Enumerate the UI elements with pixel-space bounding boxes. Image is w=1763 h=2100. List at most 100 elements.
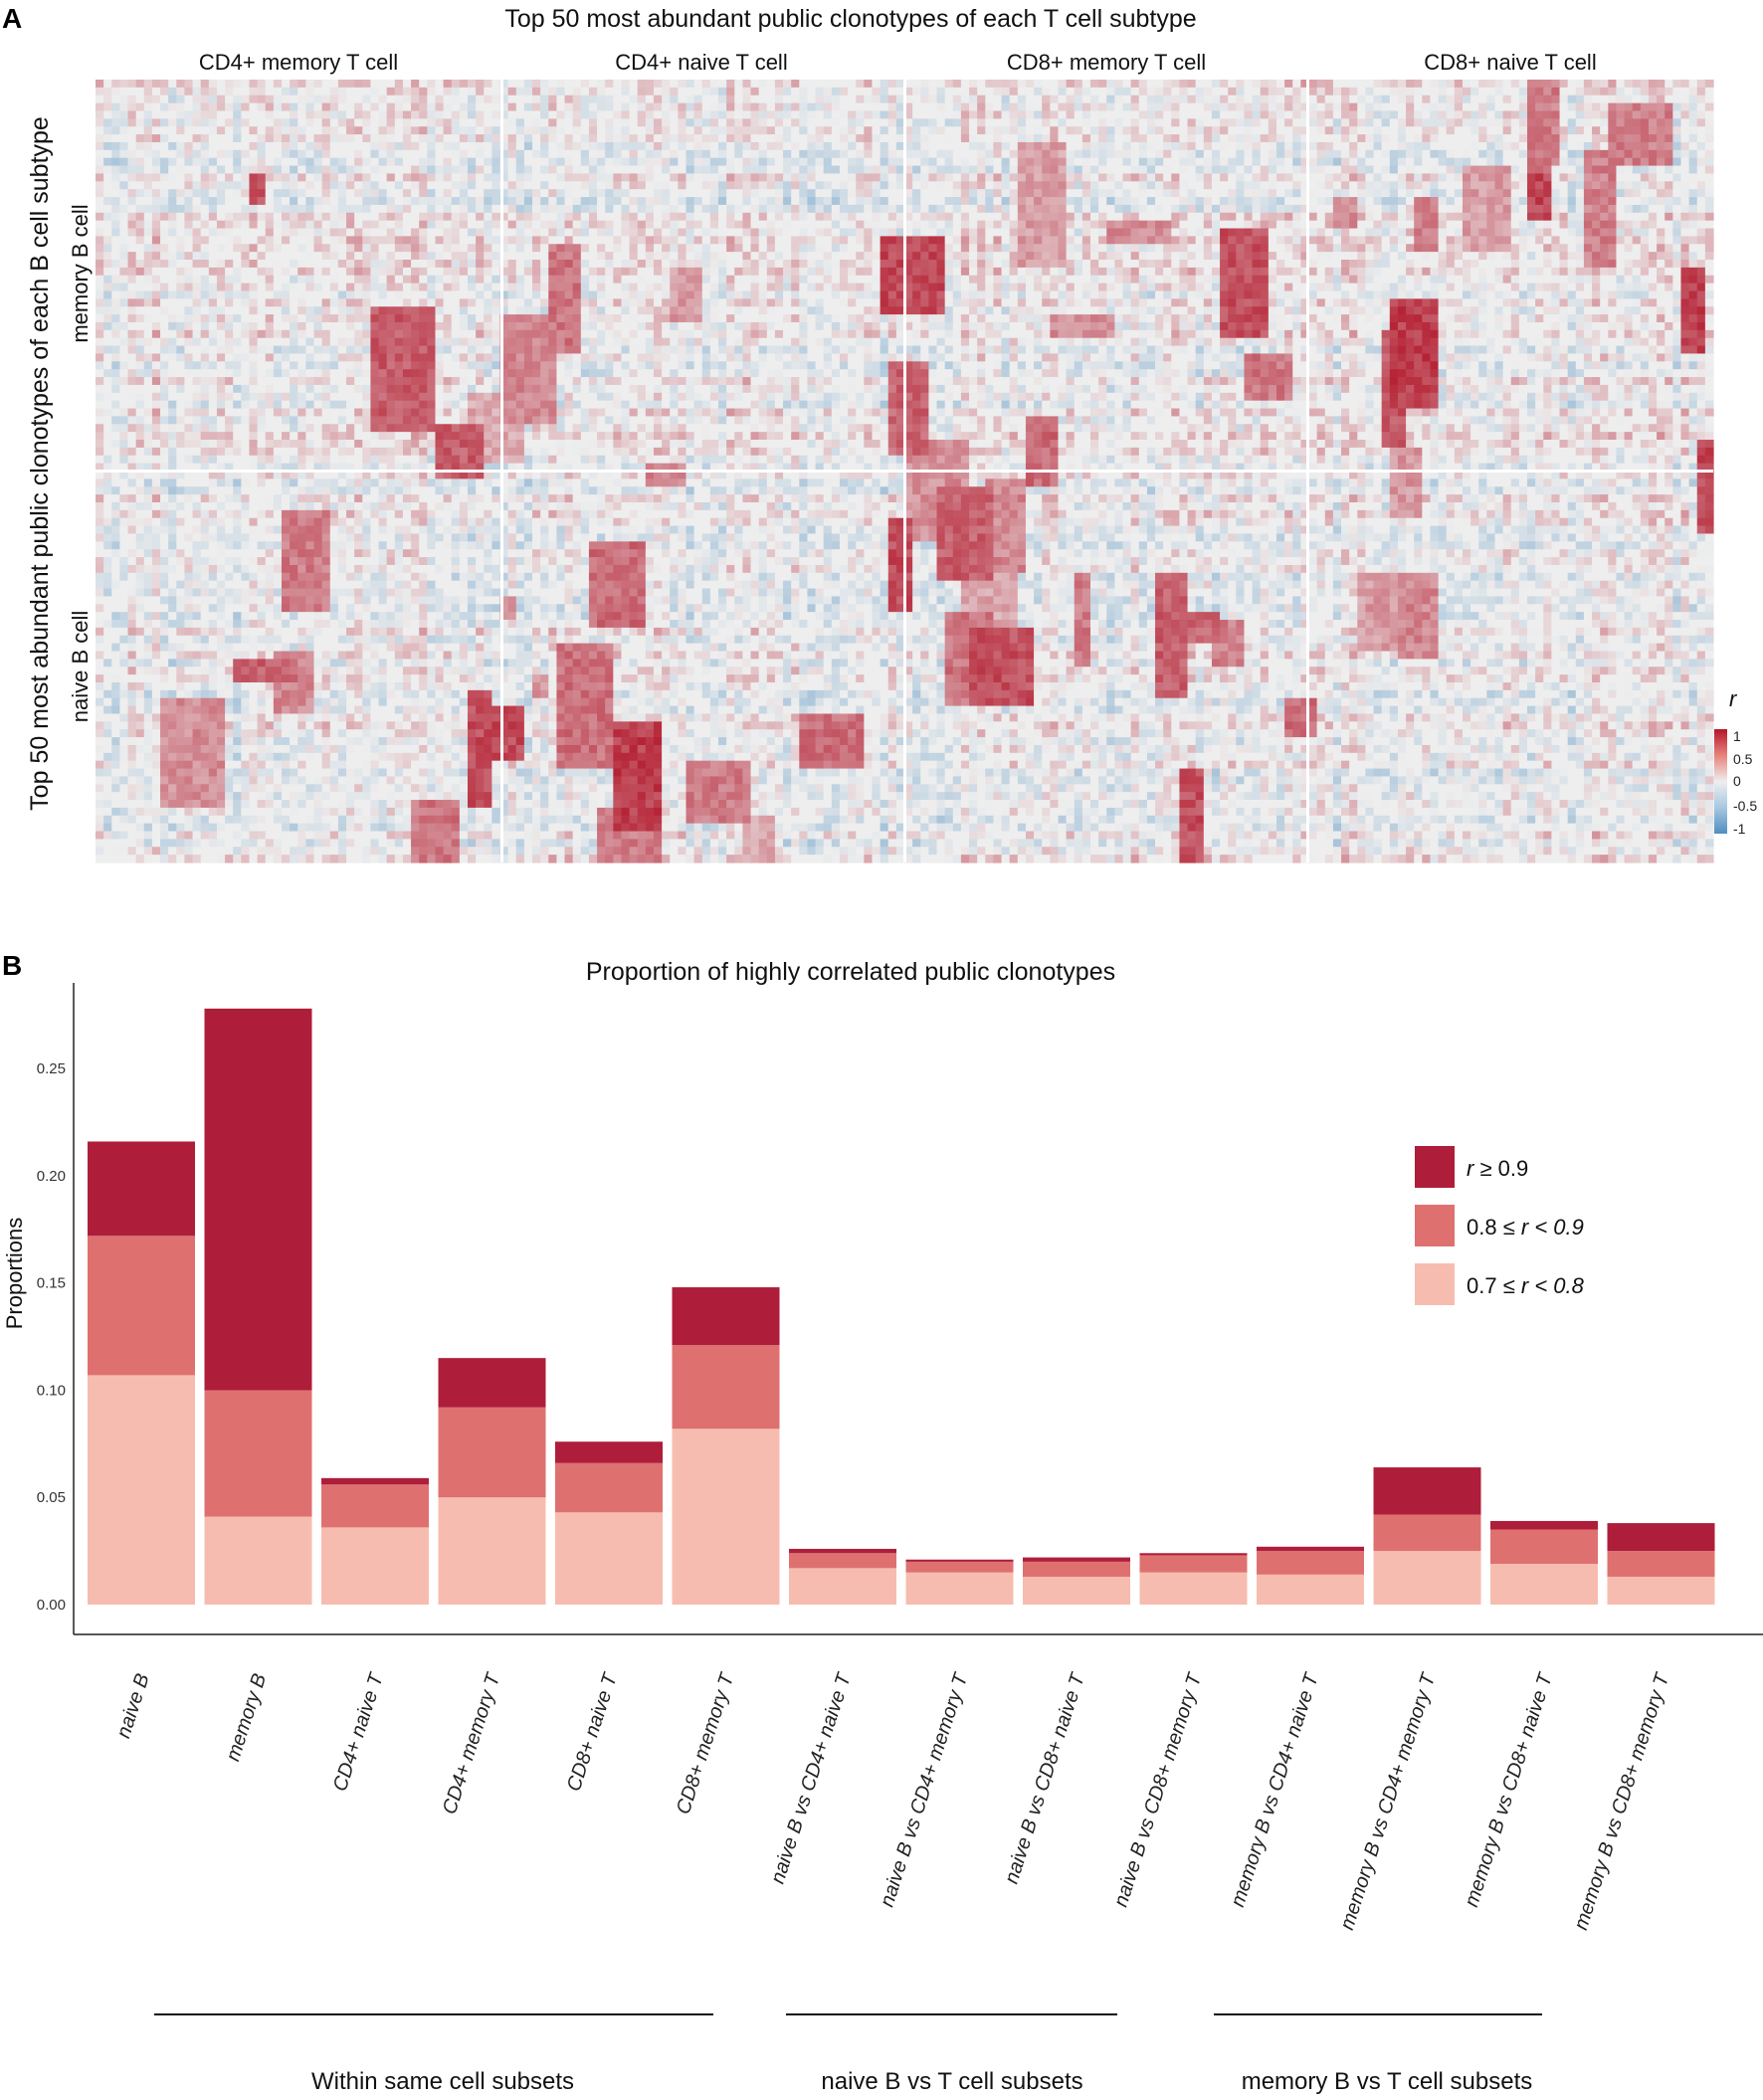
- heatmap-cell: [1171, 267, 1181, 277]
- heatmap-cell: [1195, 181, 1205, 190]
- heatmap-cell: [1381, 95, 1391, 104]
- heatmap-cell: [1397, 260, 1407, 269]
- heatmap-cell: [693, 197, 703, 206]
- heatmap-cell: [135, 173, 145, 182]
- heatmap-cell: [467, 189, 477, 198]
- heatmap-cell: [1688, 197, 1698, 206]
- heatmap-cell: [1446, 165, 1456, 175]
- heatmap-cell: [1260, 236, 1270, 245]
- heatmap-cell: [1494, 95, 1504, 104]
- heatmap-cell: [920, 236, 929, 245]
- heatmap-cell: [1341, 134, 1350, 143]
- heatmap-cell: [1284, 149, 1293, 159]
- heatmap-cell: [1122, 110, 1132, 119]
- heatmap-cell: [718, 102, 727, 112]
- heatmap-cell: [216, 197, 226, 206]
- heatmap-cell: [346, 244, 355, 253]
- heatmap-cell: [670, 157, 679, 167]
- heatmap-cell: [1608, 95, 1618, 104]
- heatmap-cell: [1592, 95, 1601, 104]
- heatmap-cell: [484, 165, 492, 175]
- heatmap-cell: [1640, 157, 1650, 167]
- heatmap-cell: [96, 157, 104, 167]
- heatmap-cell: [484, 197, 492, 206]
- heatmap-cell: [443, 134, 453, 143]
- heatmap-cell: [1430, 80, 1440, 89]
- heatmap-cell: [386, 87, 396, 96]
- heatmap-cell: [807, 80, 817, 89]
- heatmap-cell: [1688, 165, 1698, 175]
- heatmap-cell: [895, 204, 905, 214]
- heatmap-cell: [1179, 204, 1189, 214]
- heatmap-cell: [839, 157, 849, 167]
- heatmap-cell: [1081, 165, 1091, 175]
- heatmap-cell: [993, 165, 1003, 175]
- heatmap-cell: [419, 95, 428, 104]
- heatmap-cell: [540, 118, 549, 127]
- heatmap-cell: [1300, 181, 1310, 190]
- heatmap-cell: [952, 165, 962, 175]
- heatmap-cell: [969, 204, 978, 214]
- heatmap-cell: [1600, 141, 1609, 151]
- heatmap-cell: [1220, 165, 1229, 175]
- heatmap-cell: [701, 165, 711, 175]
- heatmap-cell: [726, 118, 735, 127]
- heatmap-cell: [119, 197, 129, 206]
- heatmap-cell: [208, 189, 218, 198]
- heatmap-cell: [168, 236, 177, 245]
- heatmap-cell: [176, 110, 186, 119]
- heatmap-cell: [1406, 189, 1415, 198]
- heatmap-cell: [864, 87, 874, 96]
- heatmap-cell: [1341, 236, 1350, 245]
- heatmap-cell: [225, 204, 234, 214]
- heatmap-cell: [750, 95, 760, 104]
- heatmap-cell: [686, 157, 695, 167]
- heatmap-cell: [1616, 267, 1626, 277]
- heatmap-cell: [499, 87, 509, 96]
- heatmap-cell: [969, 236, 978, 245]
- heatmap-cell: [678, 228, 687, 237]
- heatmap-cell: [1680, 126, 1690, 135]
- heatmap-cell: [103, 165, 112, 175]
- heatmap-cell: [160, 260, 169, 269]
- heatmap-cell: [515, 267, 525, 277]
- heatmap-cell: [1397, 189, 1407, 198]
- heatmap-cell: [1672, 95, 1682, 104]
- heatmap-cell: [305, 228, 315, 237]
- heatmap-cell: [1357, 181, 1367, 190]
- heatmap-cell: [1704, 181, 1714, 190]
- heatmap-cell: [1422, 173, 1432, 182]
- heatmap-cell: [507, 134, 517, 143]
- heatmap-cell: [1665, 173, 1673, 182]
- heatmap-cell: [1486, 228, 1496, 237]
- heatmap-cell: [1624, 236, 1634, 245]
- heatmap-cell: [1260, 260, 1270, 269]
- heatmap-cell: [1406, 228, 1415, 237]
- heatmap-cell: [880, 197, 889, 206]
- heatmap-cell: [1300, 80, 1310, 89]
- heatmap-cell: [476, 80, 485, 89]
- heatmap-cell: [176, 212, 186, 222]
- heatmap-cell: [807, 189, 817, 198]
- heatmap-cell: [1017, 165, 1027, 175]
- heatmap-cell: [1454, 157, 1464, 167]
- heatmap-cell: [629, 228, 639, 237]
- heatmap-cell: [1535, 102, 1544, 112]
- heatmap-cell: [1163, 236, 1172, 245]
- heatmap-cell: [1527, 80, 1536, 89]
- heatmap-cell: [402, 244, 412, 253]
- heatmap-cell: [1252, 95, 1262, 104]
- heatmap-cell: [313, 134, 323, 143]
- heatmap-cell: [1171, 80, 1181, 89]
- heatmap-cell: [839, 236, 849, 245]
- heatmap-cell: [386, 102, 396, 112]
- heatmap-cell: [1244, 134, 1254, 143]
- heatmap-cell: [184, 236, 194, 245]
- heatmap-cell: [1543, 149, 1552, 159]
- heatmap-cell: [1640, 181, 1650, 190]
- heatmap-cell: [1122, 134, 1132, 143]
- heatmap-cell: [613, 102, 623, 112]
- heatmap-cell: [864, 110, 874, 119]
- heatmap-cell: [329, 102, 339, 112]
- heatmap-cell: [1494, 165, 1504, 175]
